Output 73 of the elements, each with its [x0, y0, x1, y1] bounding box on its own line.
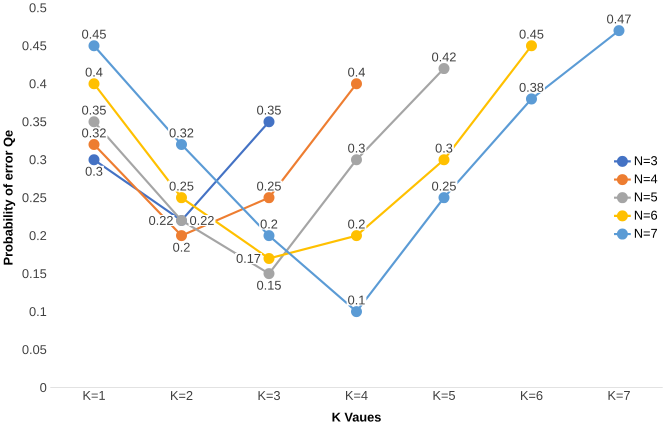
data-label: 0.1 [348, 296, 365, 305]
x-tick-label: K=7 [608, 391, 630, 400]
x-tick-label: K=6 [520, 391, 542, 400]
data-label: 0.35 [257, 106, 281, 115]
y-tick-label: 0.05 [22, 345, 46, 354]
data-label: 0.2 [348, 220, 365, 229]
data-label: 0.25 [257, 182, 281, 191]
data-label: 0.47 [607, 14, 631, 24]
x-tick-label: K=5 [433, 391, 455, 400]
point [176, 192, 187, 204]
point [88, 139, 100, 150]
data-label: 0.4 [86, 68, 103, 77]
point [263, 268, 274, 280]
point [438, 192, 450, 204]
y-axis-title: Probability of error Qe [3, 130, 16, 265]
data-label: 0.38 [520, 82, 544, 92]
point [263, 230, 274, 242]
data-label: 0.3 [436, 144, 452, 153]
y-tick-label: 0 [40, 383, 46, 392]
point [350, 154, 362, 166]
data-label: 0.2 [260, 220, 278, 229]
data-label: 0.22 [149, 216, 173, 226]
y-tick-label: 0.25 [22, 193, 46, 202]
y-tick-label: 0.4 [30, 79, 46, 88]
point [350, 230, 362, 242]
legend-label: N=6 [634, 210, 658, 220]
point [613, 25, 624, 36]
data-label: 0.25 [432, 182, 456, 191]
point [88, 78, 100, 90]
data-label: 0.25 [170, 182, 194, 191]
data-label: 0.17 [236, 254, 260, 264]
y-tick-label: 0.2 [30, 231, 46, 240]
point [176, 230, 187, 242]
data-label: 0.35 [82, 106, 106, 115]
point [263, 192, 274, 204]
point [88, 116, 100, 128]
x-tick-label: K=3 [258, 391, 280, 400]
x-tick-label: K=1 [84, 391, 105, 400]
point [176, 139, 187, 150]
y-tick-label: 0.35 [22, 117, 46, 126]
data-label: 0.15 [257, 280, 281, 290]
point [526, 40, 537, 52]
data-label: 0.2 [173, 242, 190, 252]
data-label: 0.45 [520, 30, 544, 39]
point [350, 78, 362, 90]
y-tick-label: 0.45 [22, 41, 46, 50]
x-axis-title: K Vaues [332, 412, 381, 422]
legend-label: N=7 [634, 228, 657, 238]
data-label: 0.3 [86, 166, 102, 176]
data-label: 0.32 [170, 128, 194, 138]
data-label: 0.4 [348, 68, 365, 77]
data-label: 0.42 [432, 52, 456, 62]
point [438, 154, 450, 166]
y-tick-label: 0.15 [22, 269, 46, 278]
data-label: 0.22 [190, 216, 214, 226]
legend-label: N=5 [634, 192, 658, 202]
point [263, 252, 274, 264]
y-tick-label: 0.3 [30, 155, 46, 164]
x-tick-label: K=4 [346, 391, 368, 400]
point [88, 40, 100, 52]
data-label: 0.3 [348, 144, 365, 153]
legend-label: N=3 [634, 156, 658, 166]
y-tick-label: 0.1 [30, 307, 46, 316]
data-label: 0.32 [82, 128, 106, 138]
point [438, 63, 450, 74]
point [350, 306, 362, 318]
legend-label: N=4 [634, 174, 658, 184]
point [88, 154, 100, 166]
data-label: 0.45 [82, 30, 106, 39]
point [263, 116, 274, 128]
y-tick-label: 0.5 [30, 3, 46, 12]
point [526, 93, 537, 104]
x-tick-label: K=2 [171, 391, 192, 400]
